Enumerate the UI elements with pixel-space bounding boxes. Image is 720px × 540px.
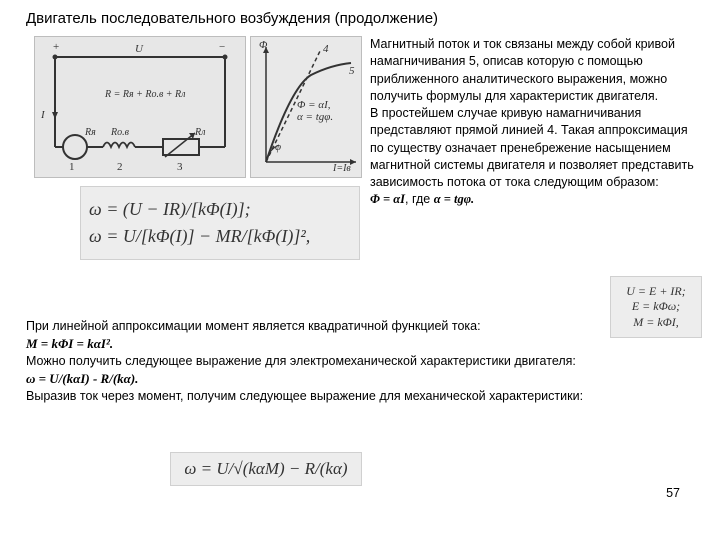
body-l1: При линейной аппроксимации момент являет…	[26, 318, 686, 335]
circuit-n3: 3	[177, 161, 183, 173]
rl-label: Rл	[195, 127, 205, 138]
i-label: I	[41, 109, 45, 121]
circuit-svg	[35, 37, 245, 177]
right-column-text: Магнитный поток и ток связаны между собо…	[370, 36, 695, 209]
omega-formula-2: ω = U/[kΦ(I)] − MR/[kΦ(I)]²,	[89, 223, 359, 250]
graph-n4: 4	[323, 43, 329, 55]
right-p3-prefix: Φ = αI	[370, 192, 405, 206]
right-p3-mid: , где	[405, 192, 434, 206]
r-eq-label: R = Rя + Rо.в + Rл	[105, 89, 186, 100]
circuit-n2: 2	[117, 161, 123, 173]
graph-n5: 5	[349, 65, 355, 77]
i-axis-label: I=Iв	[333, 163, 351, 174]
body-l4: ω = U/(kαI) - R/(kα).	[26, 370, 686, 388]
mechanical-char-formula: ω = U/√(kαM) − R/(kα)	[170, 452, 362, 486]
u-label: U	[135, 43, 143, 55]
eqbox-e2: E = kΦω;	[632, 299, 680, 315]
rya-label: Rя	[85, 127, 96, 138]
circuit-diagram: + − U R = Rя + Rо.в + Rл I Rя Rо.в Rл 1 …	[34, 36, 246, 178]
body-l5: Выразив ток через момент, получим следую…	[26, 388, 686, 405]
body-l3: Можно получить следующее выражение для э…	[26, 353, 686, 370]
rov-label: Rо.в	[111, 127, 129, 138]
body-l2: M = kΦI = kαI².	[26, 335, 686, 353]
body-text-block: При линейной аппроксимации момент являет…	[26, 318, 686, 406]
slide-page: Двигатель последовательного возбуждения …	[0, 0, 720, 540]
formula2-text: ω = U/√(kαM) − R/(kα)	[184, 459, 347, 479]
right-p3-suffix: α = tgφ.	[434, 192, 474, 206]
right-p2: В простейшем случае кривую намагничивани…	[370, 105, 695, 191]
eqbox-e1: U = E + IR;	[626, 284, 686, 300]
omega-formula-box: ω = (U − IR)/[kΦ(I)]; ω = U/[kΦ(I)] − MR…	[80, 186, 360, 260]
page-title: Двигатель последовательного возбуждения …	[26, 10, 438, 27]
omega-formula-1: ω = (U − IR)/[kΦ(I)];	[89, 196, 359, 223]
right-p3: Φ = αI, где α = tgφ.	[370, 191, 695, 208]
minus-label: −	[219, 41, 225, 53]
phi-axis-label: Φ	[259, 39, 267, 51]
magnetization-graph: Φ I=Iв φ 4 5 Φ = αI, α = tgφ.	[250, 36, 362, 178]
plus-label: +	[53, 41, 59, 53]
phi-angle-label: φ	[275, 141, 281, 153]
page-number: 57	[666, 486, 680, 500]
circuit-n1: 1	[69, 161, 75, 173]
right-p1: Магнитный поток и ток связаны между собо…	[370, 36, 695, 105]
graph-eq-label: Φ = αI, α = tgφ.	[297, 99, 333, 123]
